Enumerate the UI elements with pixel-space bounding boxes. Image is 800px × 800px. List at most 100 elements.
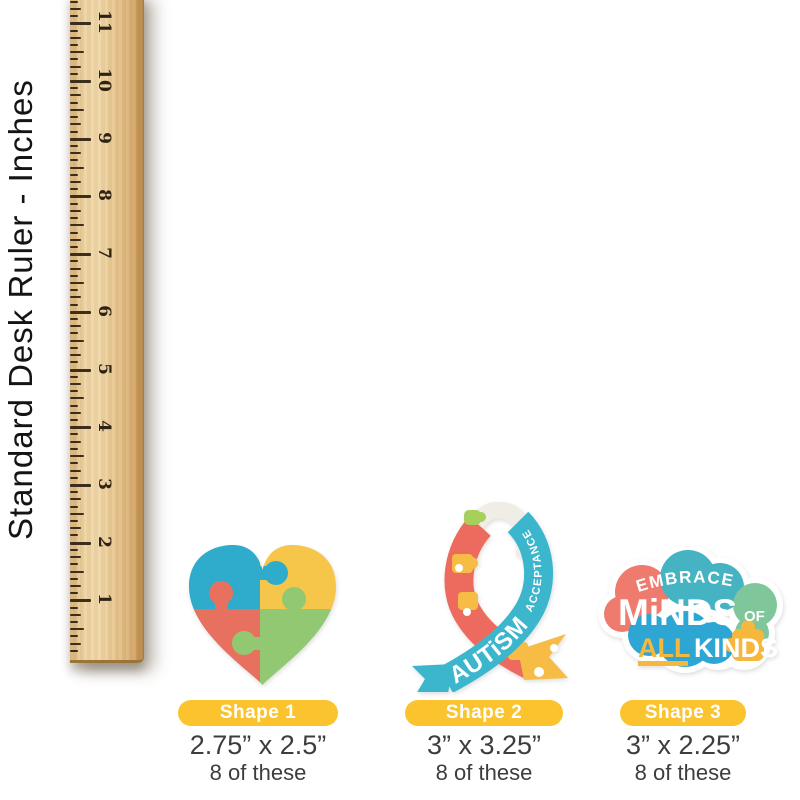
ruler-tick [70,51,84,54]
ruler-tick [70,65,81,68]
ruler-tick [70,397,84,400]
ruler-tick [70,419,78,421]
ruler-tick [70,534,78,537]
ruler-tick [70,260,78,263]
ruler-tick [70,527,81,530]
shape3-caption: Shape 3 3” x 2.25” 8 of these [563,700,800,785]
heart-piece-green [260,609,336,685]
ruler-tick [70,101,78,104]
ruler-tick [70,649,78,652]
cloud-blob-coral-small [604,596,640,632]
ruler-number: 5 [94,362,114,375]
ruler-tick [70,144,78,147]
ruler-tick [70,592,78,595]
ruler-tick [70,563,78,566]
shape2-dimensions: 3” x 3.25” [426,730,542,760]
ruler-tick [70,238,81,241]
shape2-badge: Shape 2 [405,700,563,726]
ruler: 1 2 3 4 5 6 7 8 9 10 11 [70,0,144,663]
ruler-tick [70,440,81,443]
ruler-tick [70,245,78,248]
ruler-tick [70,152,81,155]
ruler-number: 7 [94,247,114,260]
ruler-tick [70,339,84,342]
ruler-tick [70,476,78,479]
ruler-tick [70,620,78,623]
ruler-tick [70,462,78,465]
cloud-blob-blue-right [693,622,735,664]
ruler-tick [70,354,81,357]
ruler-tick [70,108,84,111]
cloud-blob-green [733,583,777,627]
puzzle-knob-coral [209,581,233,611]
embrace-minds-cloud-shape: EMBRACE MiNDS OF ALL KINDS [598,547,783,673]
ruler-number: 8 [94,189,114,202]
ruler-tick [70,267,81,270]
shape1-dimensions: 2.75” x 2.5” [189,730,327,760]
ruler-number: 6 [94,304,114,317]
ribbon-band-teal [439,511,553,692]
puzzle-knob-green-left [232,631,262,655]
cloud-blob-teal-small [696,563,744,611]
ruler-tick [70,188,78,191]
ruler-tick [70,483,91,487]
cloud-text-of: OF [744,608,765,625]
ruler-tick [70,209,81,212]
ruler-tick [70,404,78,407]
shape3-dimensions: 3” x 2.25” [625,730,741,760]
cloud-text-all-underline [638,661,688,666]
ruler-tick [70,469,81,472]
ruler-number: 9 [94,131,114,144]
ruler-tick [70,318,78,320]
ruler-tick [70,512,84,515]
ruler-tick [70,195,91,199]
cloud-puzzle-piece-yellow [724,620,764,661]
ruler-tick [70,310,91,314]
ruler-tick [70,43,78,46]
shape1-caption: Shape 1 2.75” x 2.5” 8 of these [138,700,378,785]
ruler-tick [70,7,81,10]
ruler-number: 4 [94,420,114,433]
ruler-tick [70,130,78,133]
ruler-tick [70,137,91,141]
ruler-number: 2 [94,535,114,548]
puzzle-heart-shape [189,545,336,685]
ruler-tick [70,505,78,508]
cloud-text-minds: MiNDS [618,592,737,633]
ruler-tick [70,274,78,277]
ruler-tick [70,58,78,61]
ruler-tick [70,584,81,587]
ruler-tick [70,80,91,83]
ruler-tick [70,382,81,385]
ruler-tick [70,447,78,450]
ruler-tick [70,455,84,457]
ruler-tick [70,72,78,75]
ruler-number: 10 [94,68,114,92]
ruler-tick [70,606,78,609]
ruler-tick [70,217,78,219]
ruler-number: 3 [94,477,114,490]
shape3-count: 8 of these [634,760,732,785]
ruler-tick [70,303,78,306]
ruler-tick [70,541,91,545]
ruler-tick [70,202,78,205]
ruler-number: 11 [94,10,114,35]
autism-acceptance-ribbon-shape: AUTiSM ACCEPTANCE [412,502,568,692]
ruler-tick [70,613,81,616]
ruler-tick [70,390,78,393]
ruler-tick [70,599,91,603]
ruler-tick [70,548,78,551]
shape1-badge: Shape 1 [178,700,338,726]
ruler-tick [70,433,78,436]
ruler-tick [70,577,78,580]
ruler-tick [70,332,78,335]
ruler-tick [70,22,91,26]
ruler-label: Standard Desk Ruler - Inches [2,79,39,541]
ruler-tick [70,15,78,18]
ruler-tick [70,253,91,257]
shape3-badge: Shape 3 [620,700,746,726]
ruler-tick [70,231,78,234]
ruler-tick [70,116,78,119]
ruler-tick [70,296,81,299]
